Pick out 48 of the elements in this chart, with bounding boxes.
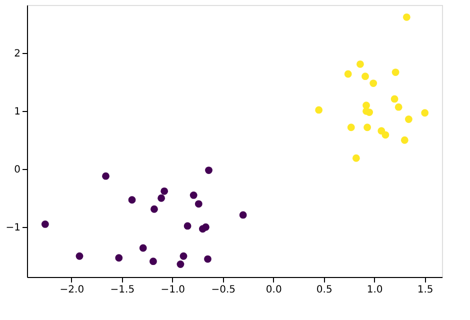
point [315, 106, 323, 114]
point [194, 200, 202, 208]
x-tick-label: −2.0 [60, 284, 84, 296]
point [41, 220, 49, 228]
point [176, 260, 184, 268]
x-tick-label: 0.0 [266, 284, 282, 296]
point [347, 124, 355, 132]
point [421, 109, 429, 117]
x-tick-label: −1.0 [160, 284, 186, 296]
point [356, 60, 364, 68]
point [180, 252, 188, 260]
point [390, 95, 398, 103]
point [150, 205, 158, 213]
point [158, 194, 165, 202]
point [370, 80, 378, 87]
x-tick-label: −0.5 [211, 284, 236, 296]
point [190, 192, 198, 199]
y-tick-label: 1 [14, 106, 20, 118]
point [364, 124, 371, 132]
point [404, 116, 412, 123]
point [394, 103, 402, 111]
x-tick-label: −1.5 [110, 284, 135, 296]
point [128, 196, 136, 204]
x-tick-label: 0.5 [316, 284, 332, 296]
point [344, 70, 352, 78]
point [400, 136, 408, 144]
point [392, 68, 400, 76]
point [362, 72, 369, 80]
point [352, 154, 360, 162]
point [160, 187, 168, 195]
point [382, 131, 390, 139]
point [204, 255, 212, 263]
y-tick-label: 2 [14, 48, 20, 60]
point [205, 166, 212, 174]
point [139, 244, 147, 252]
point [115, 254, 123, 262]
x-tick-label: 1.5 [417, 284, 434, 296]
point [202, 223, 210, 231]
y-tick-label: −1 [6, 222, 20, 234]
point [402, 13, 410, 21]
point [184, 222, 192, 230]
x-tick-label: 1.0 [366, 284, 383, 296]
point [239, 211, 247, 219]
point [366, 108, 374, 116]
y-tick-label: 0 [14, 164, 20, 176]
point [76, 252, 84, 260]
point [102, 172, 110, 180]
point [150, 258, 157, 266]
